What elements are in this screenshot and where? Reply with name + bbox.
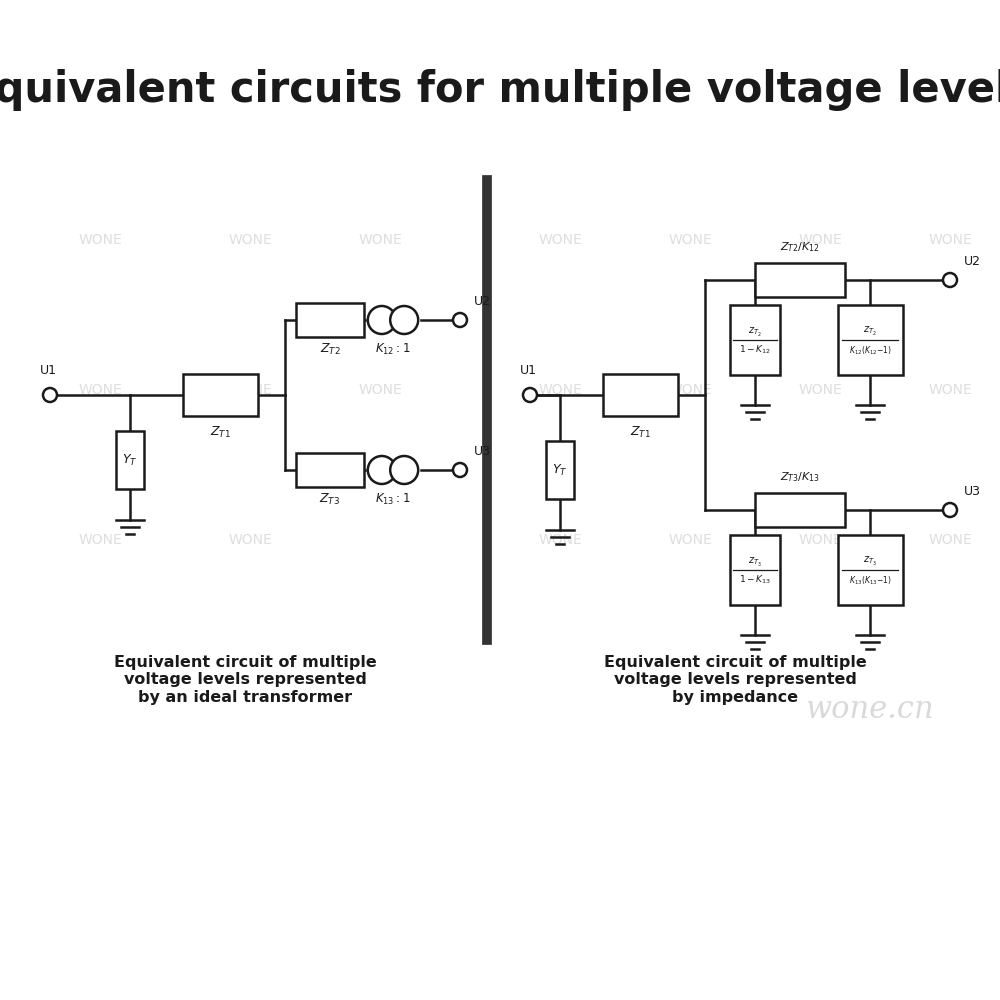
Text: $1-K_{13}$: $1-K_{13}$ [739,574,771,586]
Bar [182,374,258,416]
Text: $Z_{T1}$: $Z_{T1}$ [210,425,230,440]
Text: Equivalent circuit of multiple
voltage levels represented
by an ideal transforme: Equivalent circuit of multiple voltage l… [114,655,376,705]
Text: U3: U3 [964,485,981,498]
Text: WONE: WONE [358,383,402,397]
Circle shape [390,306,418,334]
Text: $K_{12}:1$: $K_{12}:1$ [375,342,411,357]
Bar [116,431,144,489]
Text: $K_{13}:1$: $K_{13}:1$ [375,492,411,507]
Text: Equivalent circuit of multiple
voltage levels represented
by impedance: Equivalent circuit of multiple voltage l… [604,655,866,705]
Text: WONE: WONE [228,383,272,397]
Text: $1-K_{12}$: $1-K_{12}$ [739,344,771,356]
Circle shape [943,503,957,517]
Circle shape [390,456,418,484]
Bar [296,303,364,337]
Text: WONE: WONE [538,533,582,547]
Text: WONE: WONE [928,233,972,247]
Text: Equivalent circuits for multiple voltage levels: Equivalent circuits for multiple voltage… [0,69,1000,111]
Bar [730,305,780,375]
Text: WONE: WONE [668,233,712,247]
Text: U2: U2 [964,255,981,268]
Text: $K_{13}(K_{13}{-}1)$: $K_{13}(K_{13}{-}1)$ [849,575,891,587]
Bar [755,493,845,527]
Text: $Y_T$: $Y_T$ [552,462,568,478]
Text: $Z_{T3}/K_{13}$: $Z_{T3}/K_{13}$ [780,470,820,484]
Circle shape [523,388,537,402]
Text: $Z_{T3}$: $Z_{T3}$ [319,492,341,507]
Text: WONE: WONE [78,533,122,547]
Text: WONE: WONE [928,533,972,547]
Bar [602,374,678,416]
Bar [838,535,902,605]
Text: U1: U1 [40,364,56,377]
Text: $z_{T_3}$: $z_{T_3}$ [748,555,762,569]
Text: U3: U3 [474,445,491,458]
Text: $Y_T$: $Y_T$ [122,452,138,468]
Text: WONE: WONE [928,383,972,397]
Circle shape [43,388,57,402]
Text: $Z_{T2}/K_{12}$: $Z_{T2}/K_{12}$ [780,240,820,254]
Text: WONE: WONE [668,383,712,397]
Circle shape [453,313,467,327]
Circle shape [943,273,957,287]
Text: WONE: WONE [228,533,272,547]
Text: WONE: WONE [78,383,122,397]
Text: WONE: WONE [798,233,842,247]
Text: WONE: WONE [798,383,842,397]
Circle shape [453,463,467,477]
Text: $Z_{T1}$: $Z_{T1}$ [630,425,650,440]
Text: $Z_{T2}$: $Z_{T2}$ [320,342,340,357]
Text: wone.cn: wone.cn [806,694,934,726]
Text: $z_{T_2}$: $z_{T_2}$ [863,324,877,338]
Text: WONE: WONE [538,233,582,247]
Bar [546,441,574,499]
Text: WONE: WONE [78,233,122,247]
Text: $K_{12}(K_{12}{-}1)$: $K_{12}(K_{12}{-}1)$ [849,345,891,357]
Text: WONE: WONE [668,533,712,547]
Text: WONE: WONE [228,233,272,247]
Text: WONE: WONE [798,533,842,547]
Text: U1: U1 [520,364,536,377]
Text: WONE: WONE [538,383,582,397]
Bar [296,453,364,487]
Text: U2: U2 [474,295,491,308]
Text: $z_{T_3}$: $z_{T_3}$ [863,554,877,568]
Text: $z_{T_2}$: $z_{T_2}$ [748,325,762,339]
Circle shape [368,306,396,334]
Bar [838,305,902,375]
Circle shape [368,456,396,484]
Text: WONE: WONE [358,233,402,247]
Bar [755,263,845,297]
Bar [730,535,780,605]
